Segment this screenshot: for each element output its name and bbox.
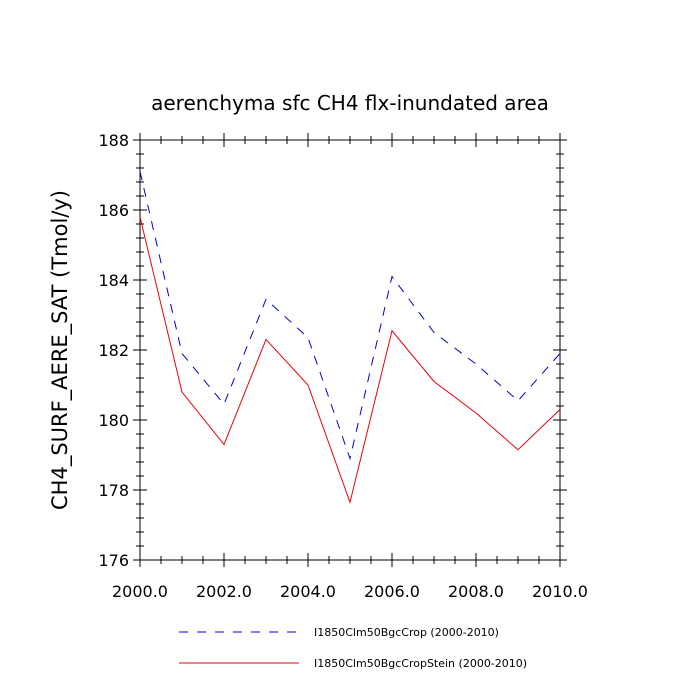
y-tick-label: 188 [98,131,129,150]
x-tick-label: 2002.0 [196,582,252,601]
series-line-1 [139,171,561,461]
y-tick-label: 184 [98,271,129,290]
plot-frame [139,139,561,561]
x-tick-label: 2008.0 [448,582,504,601]
legend-label-1: I1850Clm50BgcCrop (2000-2010) [314,626,499,639]
x-tick-label: 2010.0 [532,582,588,601]
y-tick-labels: 176 178 180 182 184 186 188 [98,131,129,570]
x-tick-label: 2000.0 [112,582,168,601]
y-tick-label: 186 [98,201,129,220]
x-tick-labels: 2000.0 2002.0 2004.0 2006.0 2008.0 2010.0 [112,582,588,601]
chart-title: aerenchyma sfc CH4 flx-inundated area [151,91,549,115]
series-line-2 [139,216,561,504]
x-tick-label: 2004.0 [280,582,336,601]
axis-ticks [133,133,567,567]
y-tick-label: 178 [98,481,129,500]
x-tick-label: 2006.0 [364,582,420,601]
legend-label-2: I1850Clm50BgcCropStein (2000-2010) [314,657,527,670]
y-tick-label: 182 [98,341,129,360]
y-axis-label: CH4_SURF_AERE_SAT (Tmol/y) [48,190,73,510]
y-tick-label: 176 [98,551,129,570]
y-tick-label: 180 [98,411,129,430]
series-lines [139,171,561,504]
legend: I1850Clm50BgcCrop (2000-2010) I1850Clm50B… [179,626,527,670]
